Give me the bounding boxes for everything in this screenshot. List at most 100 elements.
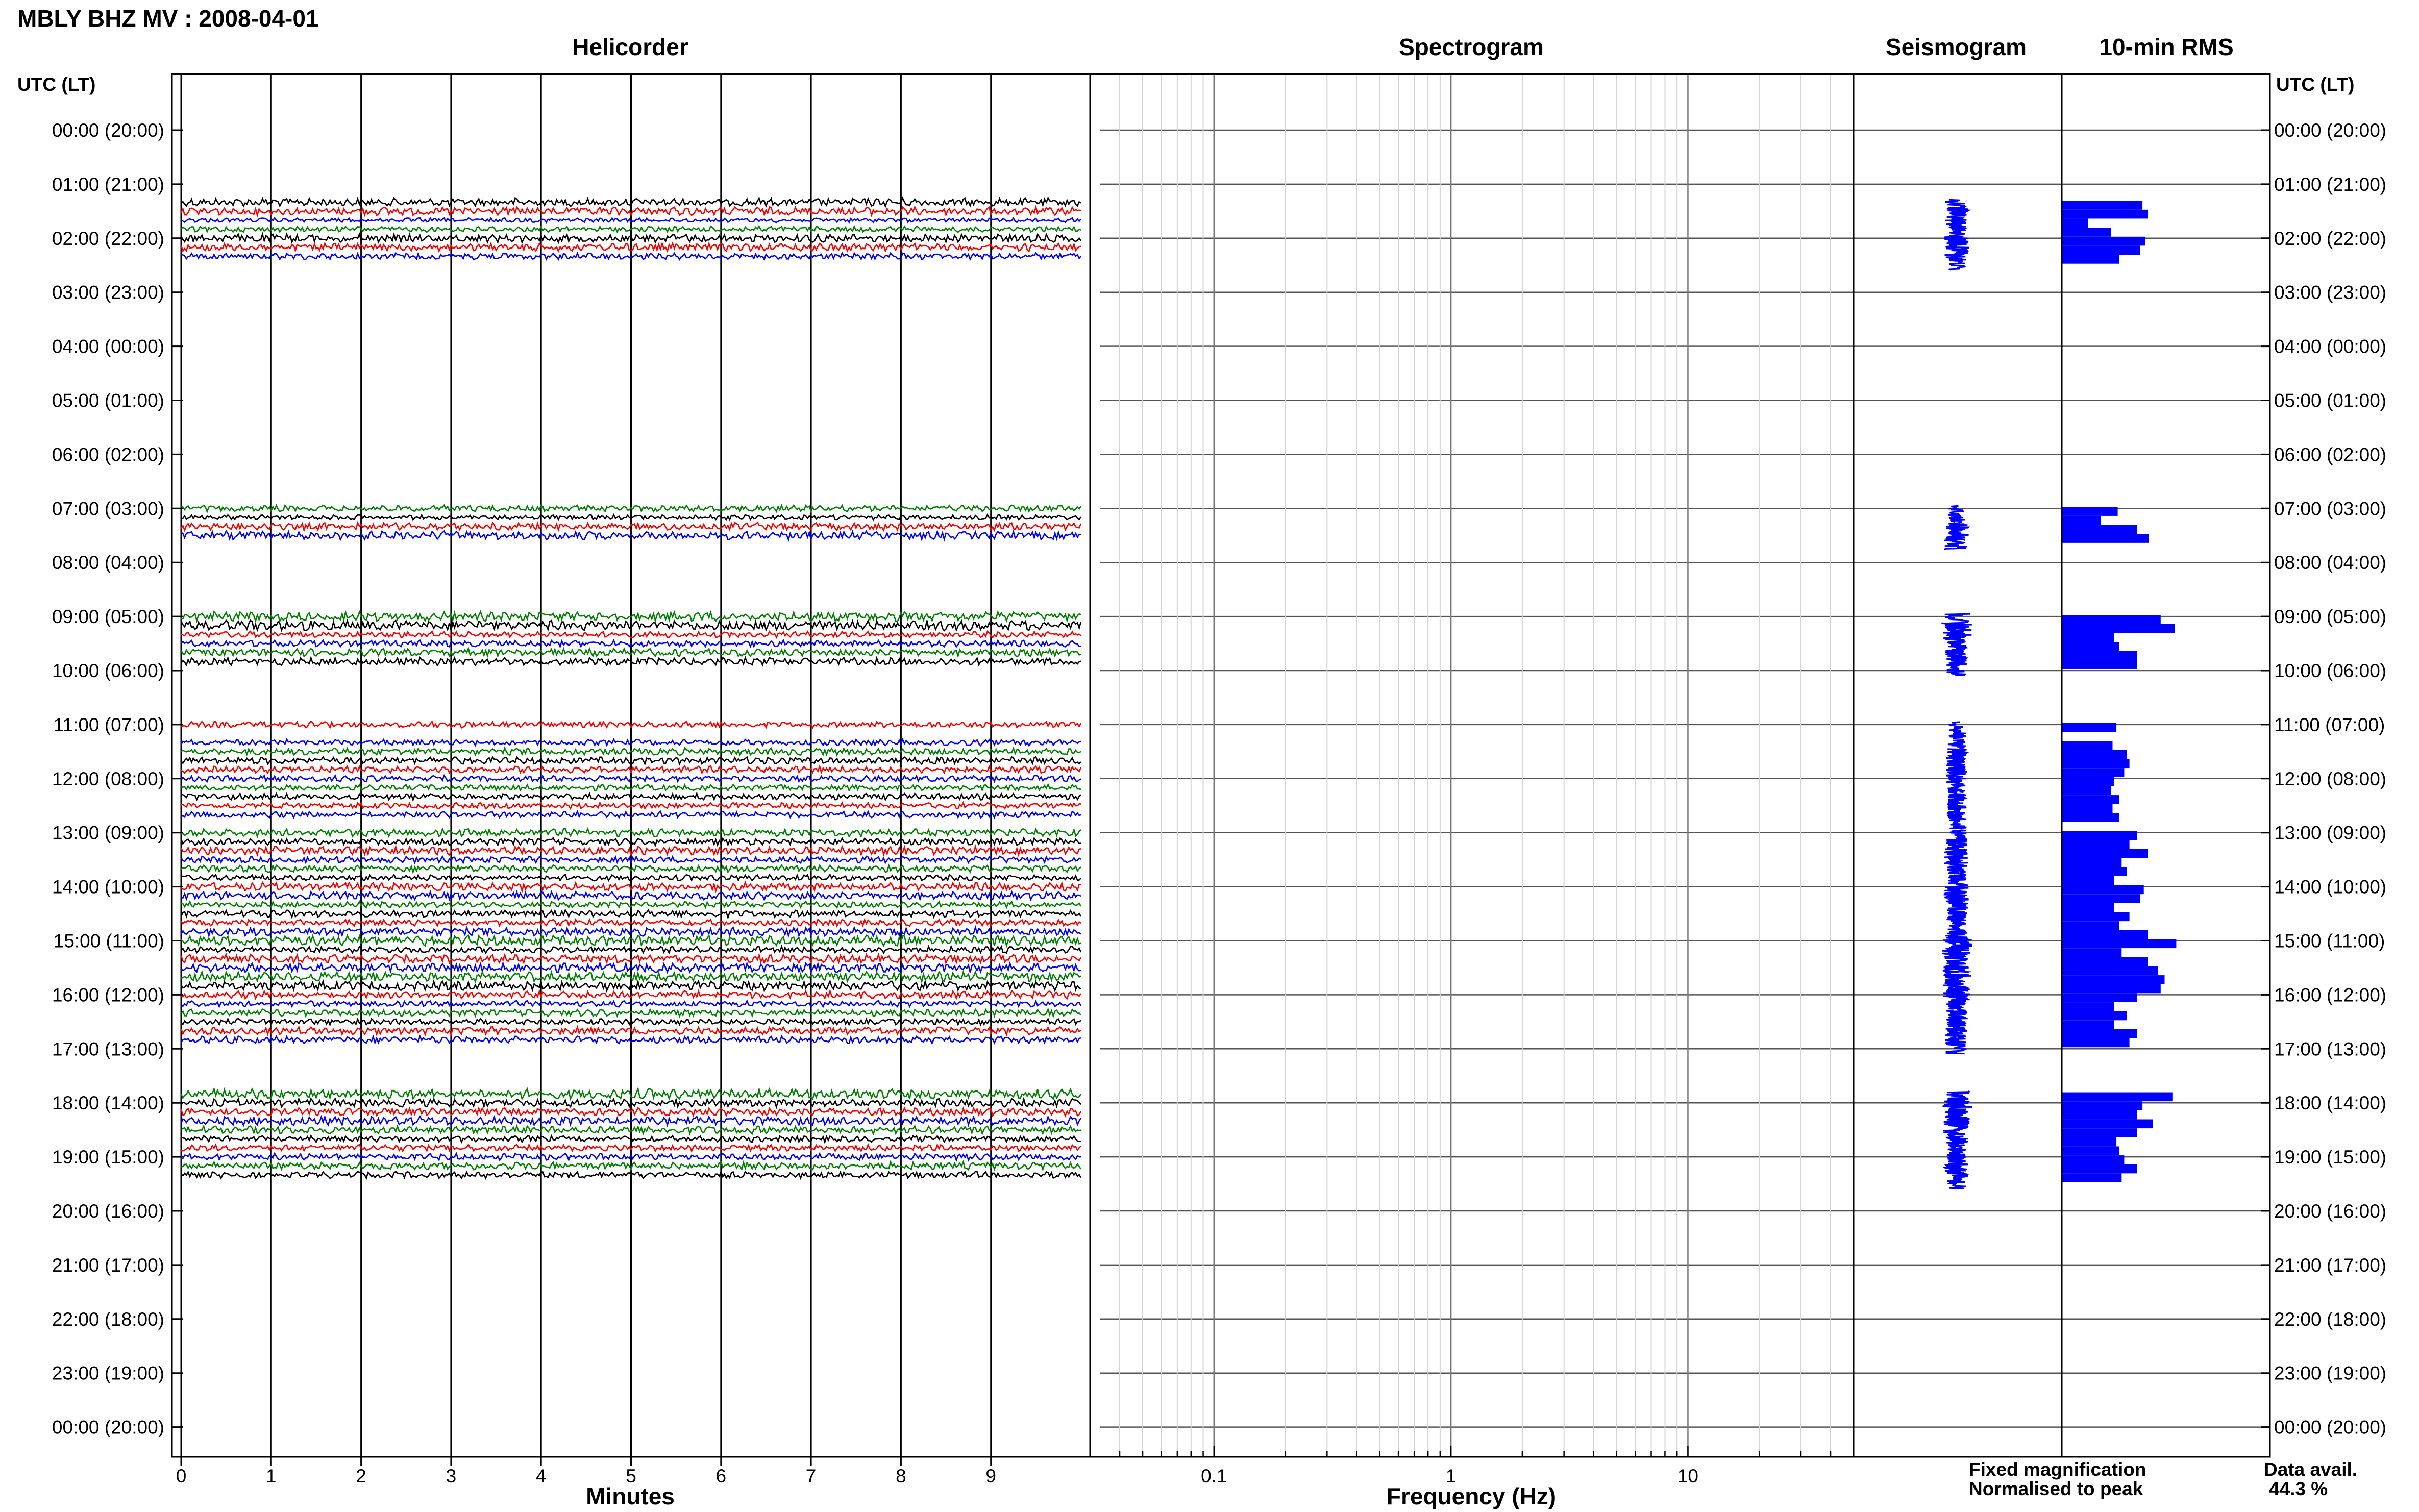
hour-label-right: 05:00 (01:00) xyxy=(2274,390,2386,411)
hour-label-right: 06:00 (02:00) xyxy=(2274,444,2386,465)
hour-label-right: 20:00 (16:00) xyxy=(2274,1201,2386,1222)
hour-label-right: 00:00 (20:00) xyxy=(2274,1417,2386,1438)
seismogram-trace xyxy=(1946,811,1967,829)
helicorder-trace xyxy=(181,720,1082,730)
hour-label-left: 04:00 (00:00) xyxy=(52,336,164,357)
rms-bar xyxy=(2062,786,2111,796)
hour-label-left: 09:00 (05:00) xyxy=(52,606,164,627)
seismogram-trace xyxy=(1945,838,1968,856)
rms-bar xyxy=(2062,1029,2137,1038)
rms-bar xyxy=(2062,534,2149,543)
rms-bar xyxy=(2062,660,2137,669)
helicorder-trace xyxy=(181,900,1082,909)
helicorder-trace xyxy=(181,988,1082,1001)
helicorder-trace xyxy=(180,520,1082,533)
helicorder-trace xyxy=(181,1124,1081,1136)
helicorder-trace xyxy=(181,801,1081,810)
helicorder-trace xyxy=(181,1170,1082,1180)
helicorder-trace xyxy=(180,844,1081,857)
helicorder-trace xyxy=(181,933,1081,949)
helicorder-trace xyxy=(181,1159,1082,1172)
hour-label-right: 22:00 (18:00) xyxy=(2274,1309,2386,1330)
hour-label-right: 02:00 (22:00) xyxy=(2274,228,2386,249)
rms-bar xyxy=(2062,804,2113,813)
seismogram-trace xyxy=(1948,721,1966,739)
rms-bar xyxy=(2062,876,2114,885)
helicorder-trace xyxy=(180,855,1081,865)
hour-label-right: 15:00 (11:00) xyxy=(2274,931,2385,952)
helicorder-trace xyxy=(181,1134,1081,1145)
helicorder-trace xyxy=(181,196,1081,208)
rms-bar xyxy=(2062,1002,2114,1011)
rms-bar xyxy=(2062,642,2119,651)
rms-bar xyxy=(2062,1119,2153,1129)
helicorder-trace xyxy=(181,217,1082,224)
rms-bar xyxy=(2062,255,2119,264)
rms-bar xyxy=(2062,885,2144,895)
helicorder-trace xyxy=(181,529,1081,542)
seismogram-trace xyxy=(1945,947,1967,964)
minute-tick-label: 6 xyxy=(716,1466,727,1486)
hour-label-right: 23:00 (19:00) xyxy=(2274,1363,2386,1384)
rms-bar xyxy=(2062,867,2127,876)
hour-label-left: 14:00 (10:00) xyxy=(52,877,164,898)
rms-bar xyxy=(2062,633,2114,642)
helicorder-trace xyxy=(181,251,1082,261)
seismogram-trace xyxy=(1944,199,1967,217)
seismogram-trace xyxy=(1945,523,1970,541)
rms-bar xyxy=(2062,840,2130,849)
data-availability-label: Data avail. xyxy=(2264,1459,2357,1480)
hour-label-right: 09:00 (05:00) xyxy=(2274,606,2386,627)
rms-bar xyxy=(2062,1137,2117,1147)
seismogram-trace xyxy=(1942,1118,1970,1135)
helicorder-trace xyxy=(181,809,1081,820)
hour-label-right: 18:00 (14:00) xyxy=(2274,1093,2386,1113)
helicorder-trace xyxy=(181,1152,1081,1162)
frequency-axis-label: Frequency (Hz) xyxy=(1387,1483,1556,1509)
hour-label-right: 01:00 (21:00) xyxy=(2274,174,2386,195)
helicorder-title: Helicorder xyxy=(572,34,688,60)
figure-title: MBLY BHZ MV : 2008-04-01 xyxy=(17,5,319,32)
helicorder-trace xyxy=(180,737,1081,748)
hour-label-right: 17:00 (13:00) xyxy=(2274,1038,2386,1059)
rms-bar xyxy=(2062,975,2165,984)
hour-label-left: 11:00 (07:00) xyxy=(54,714,164,735)
rms-bar xyxy=(2062,515,2101,525)
time-axis-label-right: UTC (LT) xyxy=(2276,74,2354,95)
rms-bar xyxy=(2062,849,2148,858)
hour-label-left: 01:00 (21:00) xyxy=(52,174,164,195)
seismogram-trace xyxy=(1947,1144,1967,1162)
rms-bar xyxy=(2062,218,2088,228)
minute-tick-label: 3 xyxy=(446,1466,457,1486)
helicorder-trace xyxy=(180,836,1081,847)
data-availability-value: 44.3 % xyxy=(2269,1478,2328,1499)
helicorder-trace xyxy=(181,232,1082,244)
rms-bar xyxy=(2062,1173,2122,1182)
helicorder-trace xyxy=(181,764,1082,775)
rms-bar xyxy=(2062,615,2161,624)
rms-bar xyxy=(2062,759,2130,769)
helicorder-trace xyxy=(180,647,1081,659)
hour-label-left: 02:00 (22:00) xyxy=(52,228,164,249)
rms-bar xyxy=(2062,957,2148,966)
rms-frame xyxy=(2061,73,2271,1458)
rms-bar xyxy=(2062,236,2145,246)
seismogram-trace xyxy=(1942,1090,1972,1109)
helicorder-trace xyxy=(181,1017,1081,1027)
seismogram-trace xyxy=(1946,1009,1969,1027)
helicorder-trace xyxy=(181,1007,1082,1019)
helicorder-trace xyxy=(181,746,1081,757)
seismogram-trace xyxy=(1945,1027,1967,1046)
helicorder-trace xyxy=(181,791,1081,802)
rms-bar xyxy=(2062,1110,2137,1120)
rms-bar xyxy=(2062,813,2119,822)
hour-label-left: 08:00 (04:00) xyxy=(52,552,164,573)
rms-bar xyxy=(2062,930,2148,939)
hour-label-right: 21:00 (17:00) xyxy=(2274,1255,2386,1276)
helicorder-trace xyxy=(180,1034,1081,1045)
seismogram-trace xyxy=(1946,1018,1966,1036)
rms-bar xyxy=(2062,768,2125,777)
helicorder-trace xyxy=(181,755,1082,766)
helicorder-trace xyxy=(181,638,1081,649)
seismogram-trace xyxy=(1945,208,1971,226)
